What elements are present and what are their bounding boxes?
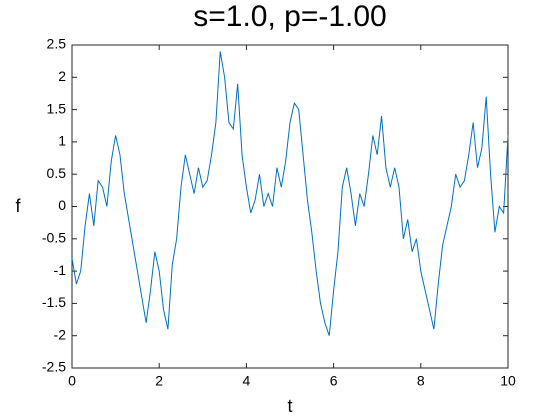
y-axis-label: f — [15, 196, 21, 216]
y-tick-label: 2 — [58, 68, 66, 84]
x-tick-label: 10 — [500, 373, 516, 389]
y-tick-label: 2.5 — [47, 36, 67, 52]
y-tick-label: 1.5 — [47, 100, 67, 116]
y-tick-label: 0.5 — [47, 165, 67, 181]
y-tick-label: -1.5 — [42, 294, 66, 310]
x-axis-label: t — [287, 396, 292, 416]
y-tick-label: -2 — [54, 326, 67, 342]
chart-title: s=1.0, p=-1.00 — [193, 0, 386, 33]
y-tick-label: -0.5 — [42, 230, 66, 246]
x-tick-label: 0 — [68, 373, 76, 389]
y-tick-label: 0 — [58, 197, 66, 213]
data-line — [71, 51, 509, 336]
y-tick-label: -1 — [54, 262, 67, 278]
x-tick-label: 4 — [243, 373, 251, 389]
x-tick-label: 2 — [155, 373, 163, 389]
y-tick-label: 1 — [58, 133, 66, 149]
x-tick-label: 8 — [417, 373, 425, 389]
x-tick-label: 6 — [330, 373, 338, 389]
y-tick-label: -2.5 — [42, 359, 66, 375]
